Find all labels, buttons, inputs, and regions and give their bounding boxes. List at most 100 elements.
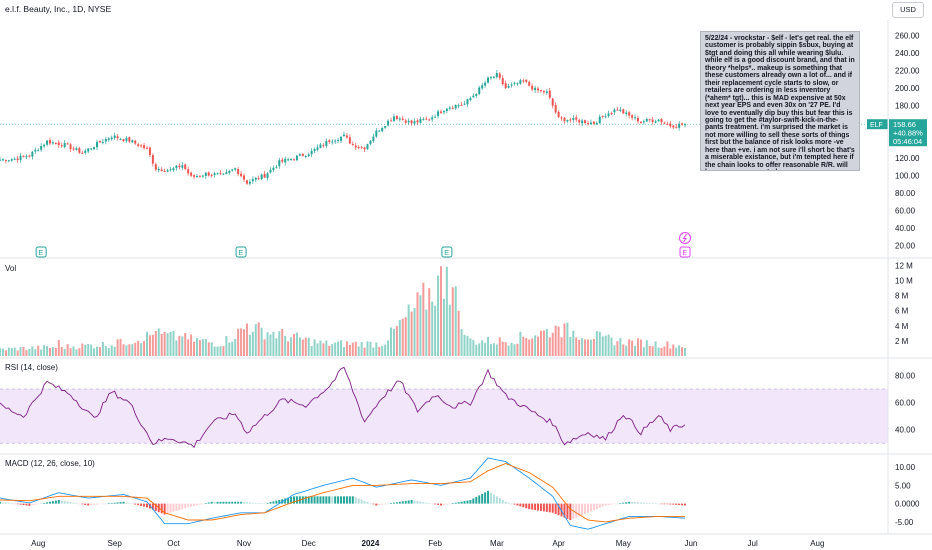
earnings-marker-label: E — [39, 250, 44, 257]
macd-histogram-bar — [48, 501, 51, 504]
macd-histogram-bar — [0, 501, 1, 504]
volume-bar — [146, 331, 148, 356]
rsi-tick-label: 40.00 — [895, 426, 916, 435]
volume-bar — [319, 340, 322, 356]
volume-bar — [481, 340, 484, 356]
candle — [10, 159, 13, 161]
volume-bar — [66, 344, 69, 356]
time-axis-label: Jul — [748, 539, 758, 548]
volume-bar — [487, 336, 490, 356]
volume-bar — [81, 343, 84, 356]
macd-histogram-bar — [448, 503, 451, 505]
macd-histogram-bar — [495, 496, 498, 504]
candle — [487, 77, 490, 83]
macd-histogram-bar — [469, 499, 472, 504]
macd-histogram-bar — [278, 499, 281, 504]
macd-histogram-bar — [413, 500, 416, 504]
price-tick-label: 60.00 — [895, 206, 916, 215]
macd-pane[interactable]: MACD (12, 26, close, 10) 10.00 5.00 0.0000 -… — [0, 457, 920, 530]
candle — [146, 147, 148, 149]
candle — [298, 154, 301, 156]
volume-pane[interactable]: Vol 12 M 10 M 8 M 6 M 4 M 2 M — [0, 261, 913, 356]
volume-bar — [57, 340, 60, 356]
candle — [113, 135, 116, 138]
macd-histogram-bar — [551, 503, 554, 513]
volume-tick-label: 6 M — [895, 307, 909, 316]
volume-bar — [169, 332, 172, 356]
volume-bar — [151, 334, 154, 356]
candle — [531, 85, 534, 90]
macd-histogram-bar — [198, 503, 201, 505]
volume-bar — [63, 349, 66, 356]
volume-bar — [328, 345, 331, 356]
candle — [93, 147, 96, 150]
currency-button[interactable]: USD — [892, 2, 924, 18]
macd-histogram-bar — [631, 501, 634, 504]
macd-histogram-bar — [143, 503, 146, 507]
volume-bar — [96, 346, 99, 356]
volume-bar — [101, 341, 104, 356]
candle — [354, 145, 357, 148]
candle — [501, 78, 504, 85]
macd-histogram-bar — [284, 498, 287, 504]
volume-bar — [539, 330, 542, 356]
candle — [351, 144, 354, 146]
price-pane[interactable]: 260.00240.00220.00200.00180.00160.00140.… — [0, 32, 927, 258]
chart-header: e.l.f. Beauty, Inc., 1D, NYSE USD — [0, 0, 932, 20]
volume-bar — [636, 338, 639, 356]
macd-histogram-bar — [201, 503, 204, 505]
volume-pane-label: Vol — [5, 264, 16, 273]
macd-histogram-bar — [651, 503, 654, 504]
macd-histogram-bar — [381, 503, 384, 505]
price-tick-label: 220.00 — [895, 67, 920, 76]
macd-histogram-bar — [466, 500, 469, 504]
volume-bar — [148, 335, 151, 356]
macd-histogram-bar — [310, 496, 313, 504]
macd-histogram-bar — [684, 503, 687, 506]
volume-bar — [610, 337, 613, 356]
candle — [110, 137, 113, 140]
volume-bar — [575, 337, 578, 356]
macd-histogram-bar — [504, 501, 507, 504]
volume-bar — [381, 346, 384, 356]
macd-histogram-bar — [534, 503, 537, 511]
volume-bar — [410, 311, 413, 356]
macd-histogram-bar — [295, 496, 298, 504]
candle — [395, 115, 398, 119]
volume-bar — [431, 301, 434, 356]
candle — [134, 140, 137, 144]
volume-bar — [175, 340, 178, 356]
volume-bar — [310, 346, 313, 356]
volume-bar — [390, 327, 393, 356]
symbol-title: e.l.f. Beauty, Inc., 1D, NYSE — [5, 4, 112, 14]
macd-histogram-bar — [75, 503, 78, 504]
macd-histogram-bar — [581, 503, 584, 516]
candle — [669, 123, 672, 127]
candle — [566, 120, 569, 122]
candle — [584, 120, 587, 124]
volume-bar — [492, 343, 495, 356]
macd-histogram-bar — [216, 501, 219, 504]
rsi-pane[interactable]: RSI (14, close) 80.00 60.00 40.00 — [0, 363, 916, 449]
candle — [263, 173, 266, 178]
candle — [301, 153, 304, 156]
macd-histogram-bar — [178, 503, 181, 511]
macd-histogram-bar — [666, 503, 669, 505]
macd-histogram-bar — [457, 502, 460, 504]
candle — [34, 149, 37, 152]
candle — [578, 120, 581, 123]
macd-histogram-bar — [601, 503, 604, 507]
countdown-label: 05:46:04 — [893, 137, 922, 146]
macd-histogram-bar — [334, 496, 337, 504]
macd-histogram-bar — [475, 496, 478, 504]
candle — [166, 170, 169, 172]
macd-histogram-bar — [207, 502, 210, 504]
candle — [248, 181, 251, 184]
macd-histogram-bar — [16, 503, 19, 505]
macd-histogram-bar — [119, 502, 122, 504]
macd-histogram-bar — [663, 503, 666, 505]
macd-histogram-bar — [181, 503, 184, 510]
candle — [278, 160, 281, 167]
volume-bar — [231, 341, 234, 356]
